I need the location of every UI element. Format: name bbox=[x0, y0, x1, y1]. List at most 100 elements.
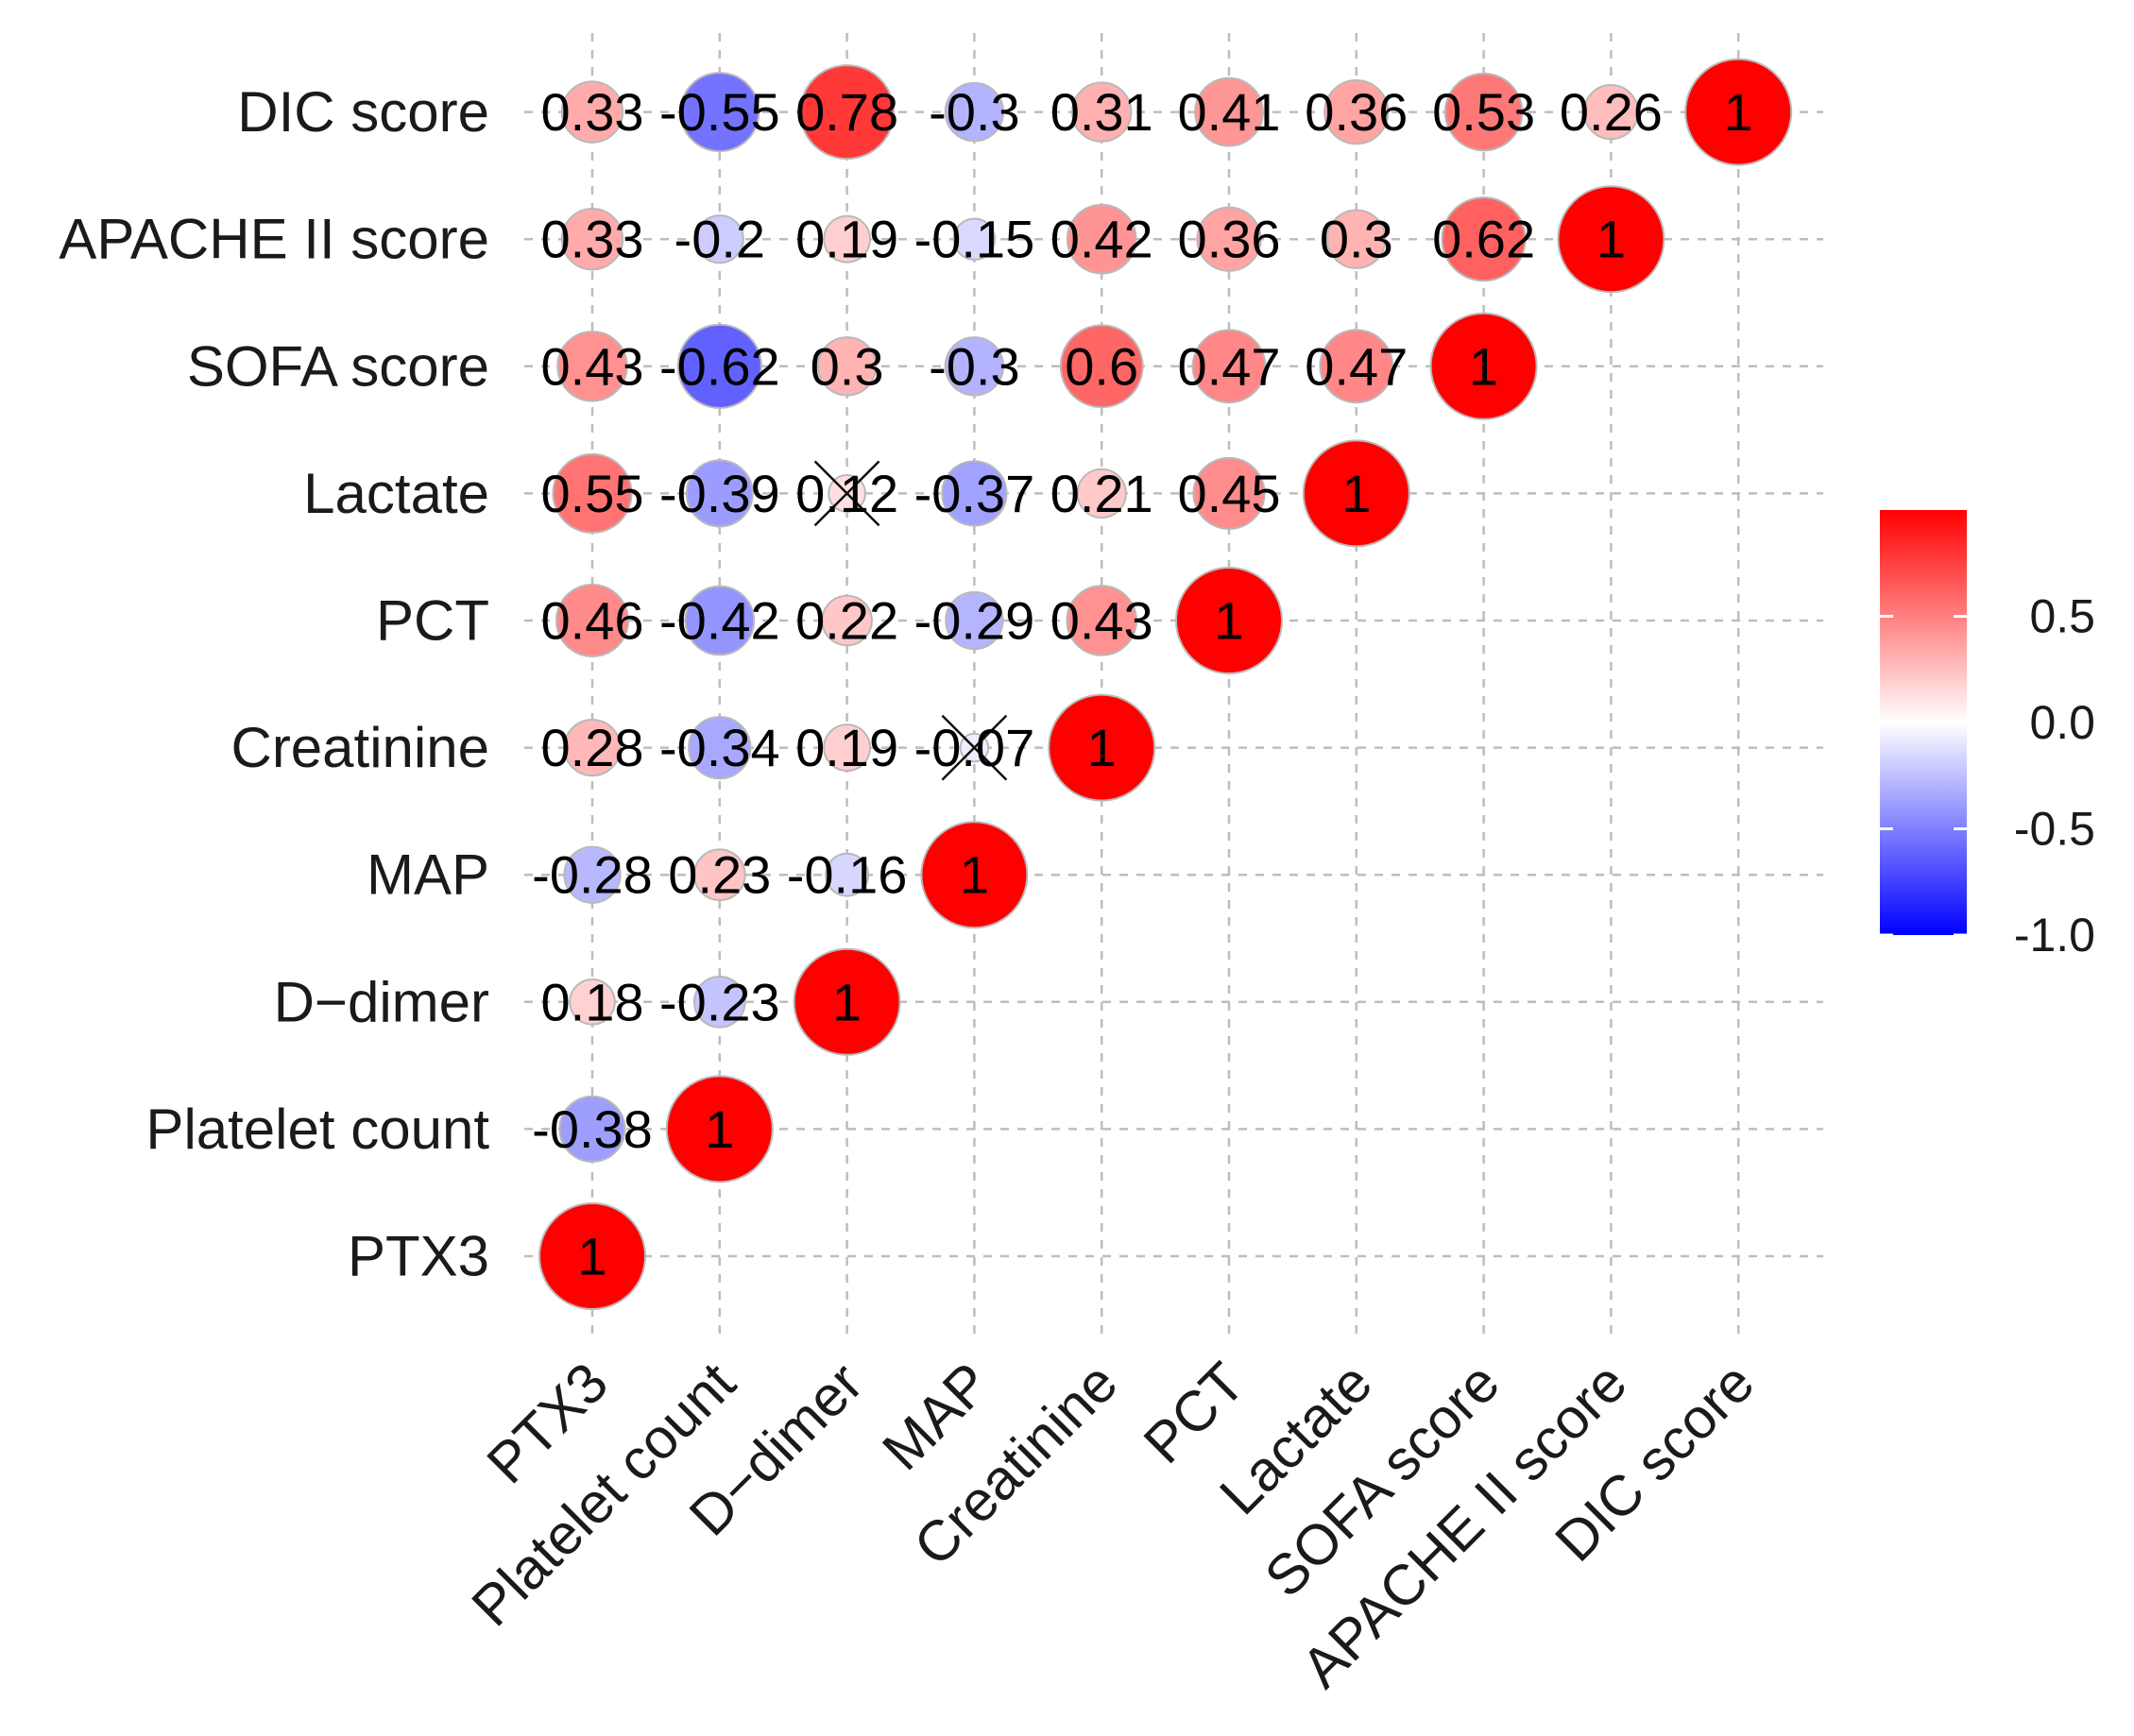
correlation-value-label: -0.42 bbox=[659, 591, 780, 651]
diagonal-circle bbox=[1684, 58, 1793, 166]
correlation-circle bbox=[1441, 196, 1527, 282]
insignificant-cross-mark bbox=[941, 714, 1008, 781]
correlation-circle bbox=[676, 323, 762, 409]
diagonal-value-label: 1 bbox=[577, 1227, 606, 1286]
correlation-circle bbox=[1066, 585, 1137, 656]
correlation-circle bbox=[692, 848, 746, 902]
correlation-circle bbox=[569, 979, 616, 1026]
correlation-circle bbox=[1076, 468, 1127, 519]
correlation-value-label: 0.12 bbox=[795, 464, 898, 523]
correlation-value-label: 0.3 bbox=[1320, 210, 1393, 269]
correlation-circle bbox=[684, 585, 756, 656]
correlation-circles bbox=[538, 58, 1793, 1310]
correlation-circle bbox=[941, 460, 1008, 527]
correlation-value-label: -0.39 bbox=[659, 464, 780, 523]
correlation-value-label: 0.6 bbox=[1065, 336, 1138, 396]
y-axis-tick-label: D−dimer bbox=[274, 970, 489, 1033]
value-labels: 1 1 1 1 1 1 1 1 1 1 -0.38 0.18 -0.23 -0.28 0.23 -0.16 0.… bbox=[532, 82, 1753, 1285]
y-axis-tick-label: Lactate bbox=[303, 462, 489, 525]
insignificant-cross-mark bbox=[813, 460, 880, 527]
correlation-circle bbox=[1323, 79, 1390, 145]
correlation-circle bbox=[1191, 329, 1267, 404]
correlation-value-label: 0.62 bbox=[1432, 210, 1535, 269]
correlation-value-label: -0.38 bbox=[532, 1099, 653, 1159]
grid-lines bbox=[524, 33, 1823, 1341]
correlation-circle bbox=[1194, 77, 1264, 147]
correlation-circle bbox=[1326, 209, 1387, 269]
correlation-value-label: 0.21 bbox=[1050, 464, 1153, 523]
correlation-value-label: 0.33 bbox=[541, 210, 644, 269]
diagonal-circle bbox=[920, 821, 1029, 929]
correlation-circle bbox=[1066, 203, 1137, 275]
correlation-circle bbox=[799, 64, 896, 161]
legend-tick-label: -0.5 bbox=[2014, 803, 2095, 856]
correlation-value-label: -0.29 bbox=[914, 591, 1035, 651]
y-axis-tick-label: Creatinine bbox=[231, 716, 490, 779]
diagonal-circle bbox=[793, 947, 901, 1056]
correlation-value-label: -0.15 bbox=[914, 210, 1035, 269]
correlation-circle bbox=[555, 584, 629, 657]
correlation-circle bbox=[1059, 324, 1144, 409]
diagonal-circle bbox=[1048, 693, 1156, 802]
correlation-value-label: -0.37 bbox=[914, 464, 1035, 523]
color-legend: 0.5 0.0 -0.5 -1.0 bbox=[1880, 510, 2095, 962]
y-axis-tick-label: SOFA score bbox=[187, 334, 489, 398]
correlation-value-label: 0.33 bbox=[541, 82, 644, 142]
correlation-value-label: 0.55 bbox=[541, 464, 644, 523]
correlation-value-label: -0.3 bbox=[929, 336, 1020, 396]
diagonal-circle bbox=[538, 1202, 646, 1310]
correlation-value-label: 0.43 bbox=[541, 336, 644, 396]
correlation-value-label: 0.26 bbox=[1560, 82, 1663, 142]
correlation-circle bbox=[560, 80, 624, 144]
diagonal-value-label: 1 bbox=[705, 1099, 734, 1159]
correlation-value-label: 0.28 bbox=[541, 718, 644, 777]
correlation-circle bbox=[688, 715, 752, 780]
correlation-circle bbox=[560, 208, 624, 271]
diagonal-circle bbox=[1429, 312, 1538, 420]
correlation-value-label: 0.46 bbox=[541, 591, 644, 651]
correlation-value-label: 0.19 bbox=[795, 210, 898, 269]
correlation-circle bbox=[823, 214, 872, 264]
legend-tick-label: 0.0 bbox=[2029, 696, 2095, 749]
correlation-circle bbox=[1582, 84, 1639, 141]
correlation-circle bbox=[685, 459, 754, 528]
correlation-circle bbox=[556, 331, 628, 402]
diagonal-circle bbox=[1557, 185, 1665, 294]
correlation-value-label: 0.53 bbox=[1432, 82, 1535, 142]
correlation-value-label: -0.16 bbox=[787, 845, 908, 905]
correlation-value-label: -0.23 bbox=[659, 972, 780, 1031]
diagonal-circle bbox=[665, 1075, 774, 1183]
correlation-value-label: 0.31 bbox=[1050, 82, 1153, 142]
correlation-value-label: 0.42 bbox=[1050, 210, 1153, 269]
correlation-value-label: 0.36 bbox=[1178, 210, 1281, 269]
correlation-value-label: 0.47 bbox=[1305, 336, 1408, 396]
y-axis-tick-label: APACHE II score bbox=[59, 208, 489, 271]
correlation-value-label: 0.22 bbox=[795, 591, 898, 651]
insignificance-crosses bbox=[813, 460, 1008, 781]
correlation-value-label: -0.55 bbox=[659, 82, 780, 142]
correlation-circle bbox=[679, 72, 760, 153]
diagonal-value-label: 1 bbox=[1596, 210, 1626, 269]
correlation-value-label: 0.36 bbox=[1305, 82, 1408, 142]
correlation-circle bbox=[821, 594, 873, 647]
y-axis-tick-label: MAP bbox=[367, 843, 489, 907]
correlation-value-label: -0.3 bbox=[929, 82, 1020, 142]
correlation-circle bbox=[1071, 81, 1133, 143]
correlation-value-label: 0.41 bbox=[1178, 82, 1281, 142]
correlation-value-label: 0.19 bbox=[795, 718, 898, 777]
correlation-value-label: -0.07 bbox=[914, 718, 1035, 777]
correlation-circle bbox=[692, 975, 746, 1029]
y-axis-tick-label: PCT bbox=[376, 589, 489, 653]
diagonal-value-label: 1 bbox=[960, 845, 989, 905]
correlation-value-label: -0.34 bbox=[659, 718, 780, 777]
correlation-circle bbox=[563, 718, 622, 777]
correlation-value-label: 0.18 bbox=[541, 972, 644, 1031]
diagonal-value-label: 1 bbox=[1724, 82, 1753, 142]
correlation-value-label: -0.28 bbox=[532, 845, 653, 905]
correlation-circle bbox=[558, 1095, 626, 1163]
y-axis-tick-label: DIC score bbox=[237, 80, 489, 144]
correlation-value-label: 0.23 bbox=[668, 845, 771, 905]
correlation-circle bbox=[816, 336, 878, 397]
correlation-value-label: 0.45 bbox=[1178, 464, 1281, 523]
correlation-circle bbox=[944, 81, 1005, 143]
